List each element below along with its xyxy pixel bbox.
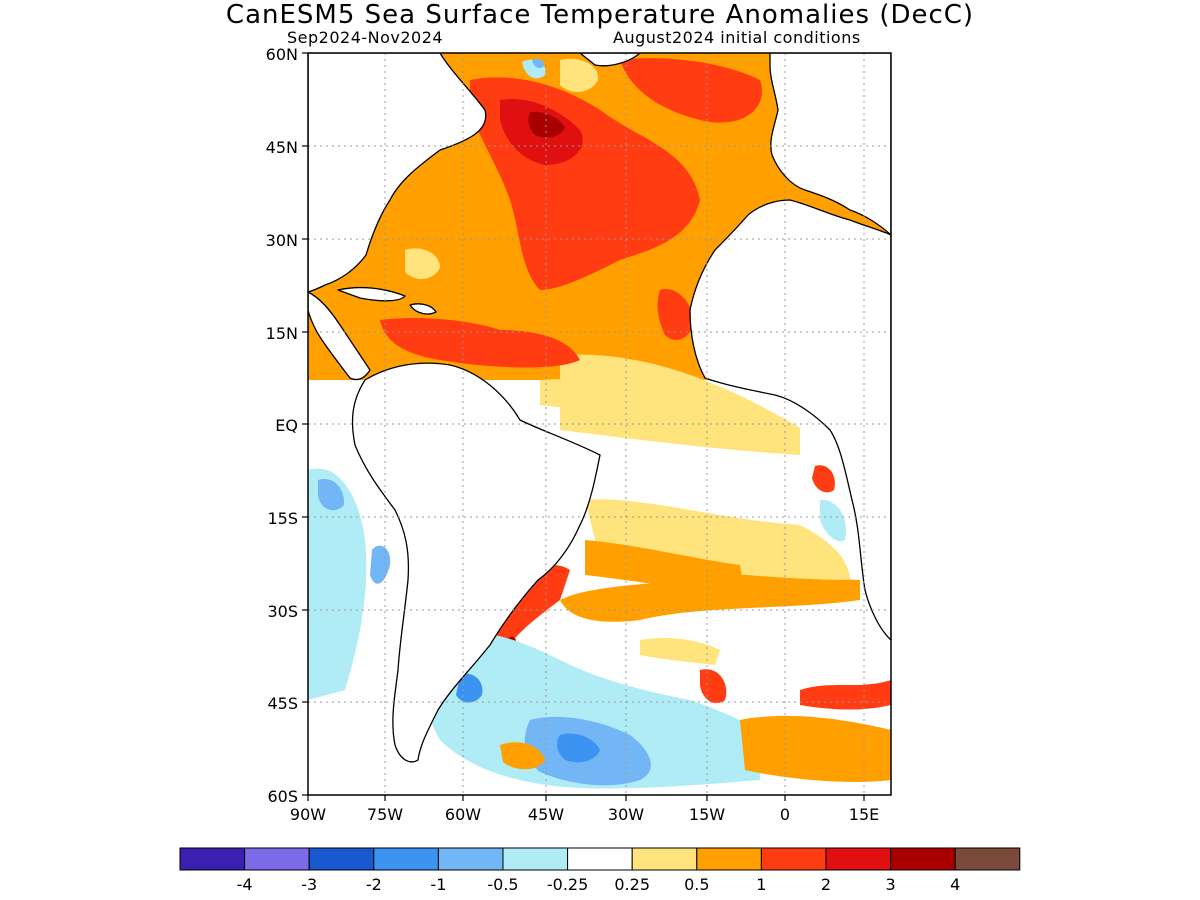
colorbar-swatch bbox=[890, 847, 956, 871]
lon-label-45w: 45W bbox=[528, 805, 564, 824]
colorbar-label: 2 bbox=[821, 875, 831, 894]
north-america bbox=[308, 53, 487, 293]
lat-label-eq: EQ bbox=[275, 416, 298, 435]
lon-label-15e: 15E bbox=[849, 805, 879, 824]
lon-label-30w: 30W bbox=[608, 805, 644, 824]
colorbar-swatch bbox=[825, 847, 892, 871]
lat-label-30s: 30S bbox=[267, 602, 298, 621]
europe bbox=[769, 53, 891, 236]
colorbar-label: -3 bbox=[301, 875, 317, 894]
lon-label-90w: 90W bbox=[290, 805, 326, 824]
colorbar-swatch bbox=[502, 847, 569, 871]
colorbar-swatch bbox=[567, 847, 633, 871]
lat-label-45s: 45S bbox=[267, 694, 298, 713]
colorbar-swatch bbox=[373, 847, 439, 871]
lat-label-60n: 60N bbox=[266, 45, 298, 64]
south-america bbox=[351, 362, 601, 763]
lon-axis: 90W 75W 60W 45W 30W 15W 0 15E bbox=[290, 795, 879, 824]
colorbar-label: -4 bbox=[237, 875, 253, 894]
colorbar-swatch bbox=[696, 847, 762, 871]
colorbar-label: -1 bbox=[430, 875, 446, 894]
colorbar-label: -2 bbox=[366, 875, 382, 894]
lon-label-75w: 75W bbox=[367, 805, 403, 824]
africa bbox=[689, 199, 891, 641]
colorbar-swatch bbox=[437, 847, 504, 871]
map-title: CanESM5 Sea Surface Temperature Anomalie… bbox=[225, 0, 975, 30]
hispaniola bbox=[409, 303, 437, 315]
colorbar-label: -0.5 bbox=[487, 875, 518, 894]
lon-label-0: 0 bbox=[780, 805, 790, 824]
lat-label-15n: 15N bbox=[266, 324, 298, 343]
cuba bbox=[337, 286, 406, 302]
colorbar-label: 0.25 bbox=[614, 875, 650, 894]
land-masses bbox=[308, 53, 891, 763]
colorbar-swatch bbox=[308, 847, 375, 871]
lat-axis: 60N 45N 30N 15N EQ 15S 30S 45S 60S bbox=[266, 45, 308, 806]
colorbar-swatch bbox=[631, 847, 698, 871]
lat-label-30n: 30N bbox=[266, 231, 298, 250]
colorbar-swatch bbox=[179, 847, 246, 871]
lon-label-60w: 60W bbox=[445, 805, 481, 824]
colorbar-swatch bbox=[760, 847, 827, 871]
colorbar-swatch bbox=[954, 847, 1021, 871]
lat-label-45n: 45N bbox=[266, 138, 298, 157]
central-america bbox=[308, 291, 371, 381]
colorbar-label: 0.5 bbox=[684, 875, 709, 894]
colorbar: -4 -3 -2 -1 -0.5 -0.25 0.25 0.5 1 2 3 4 bbox=[179, 847, 1021, 894]
colorbar-label: 4 bbox=[950, 875, 960, 894]
graticule bbox=[308, 53, 891, 795]
lat-label-15s: 15S bbox=[267, 509, 298, 528]
colorbar-label: 3 bbox=[886, 875, 896, 894]
lon-label-15w: 15W bbox=[689, 805, 725, 824]
colorbar-label: -0.25 bbox=[547, 875, 588, 894]
forecast-period: Sep2024-Nov2024 bbox=[287, 28, 444, 47]
colorbar-swatch bbox=[244, 847, 310, 871]
colorbar-label: 1 bbox=[756, 875, 766, 894]
initial-conditions: August2024 initial conditions bbox=[613, 28, 861, 47]
lat-label-60s: 60S bbox=[267, 787, 298, 806]
